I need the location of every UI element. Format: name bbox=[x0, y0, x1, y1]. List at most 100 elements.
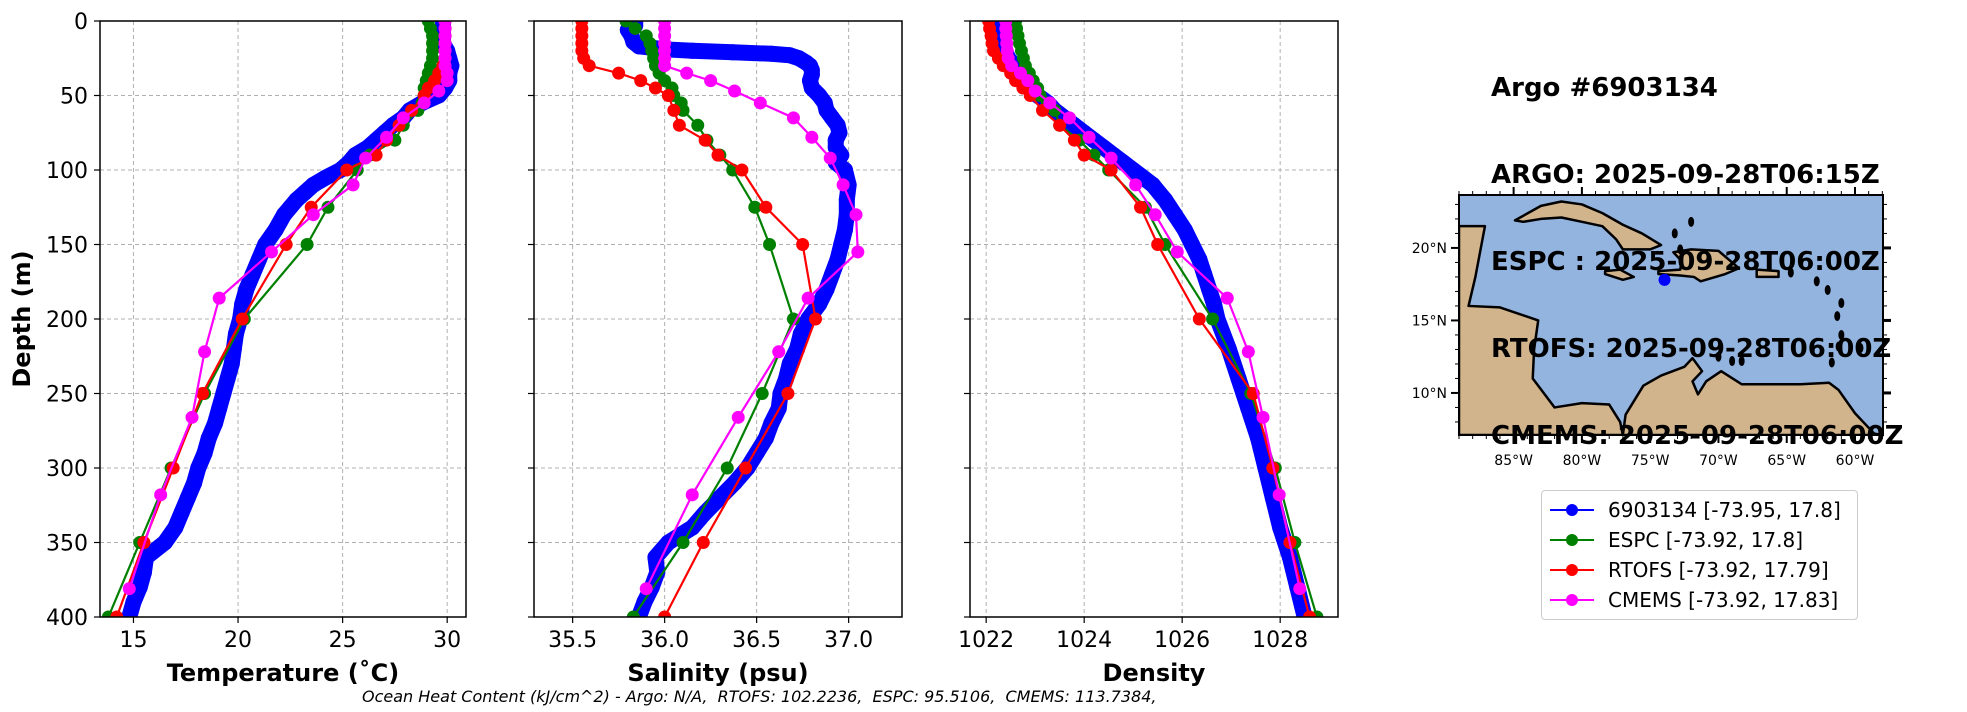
data-point-argo bbox=[1176, 221, 1193, 238]
data-point-argo bbox=[121, 609, 138, 617]
land-cuba bbox=[1513, 200, 1663, 251]
legend-swatch-argo bbox=[1550, 503, 1594, 517]
data-point-rtofs bbox=[634, 74, 648, 88]
data-point-argo bbox=[836, 162, 853, 178]
map-y-tick-label: 15°N bbox=[1412, 313, 1447, 329]
data-point-cmems bbox=[1028, 84, 1042, 98]
data-point-cmems bbox=[432, 84, 446, 98]
data-point-cmems bbox=[1043, 96, 1057, 110]
data-point-cmems bbox=[801, 291, 815, 305]
x-tick-label: 30 bbox=[433, 628, 461, 653]
data-point-rtofs bbox=[582, 59, 596, 73]
y-tick-label: 300 bbox=[46, 457, 88, 482]
data-point-argo bbox=[234, 296, 251, 313]
data-point-cmems bbox=[639, 582, 653, 596]
temperature-series bbox=[101, 21, 460, 617]
map-x-tick-label: 70°W bbox=[1699, 453, 1738, 469]
data-point-argo bbox=[1166, 206, 1183, 223]
island bbox=[1857, 342, 1864, 353]
salinity-panel: 35.5 36.0 36.5 37.0 Salinity (psu) bbox=[528, 0, 903, 687]
data-point-rtofs bbox=[340, 163, 354, 177]
data-point-rtofs bbox=[735, 163, 749, 177]
island bbox=[1834, 311, 1841, 322]
data-point-argo bbox=[1125, 162, 1142, 178]
temperature-x-axis-label: Temperature (˚C) bbox=[167, 659, 400, 687]
island bbox=[1813, 276, 1820, 287]
data-point-espc bbox=[626, 610, 640, 617]
land-hispaniola bbox=[1657, 248, 1741, 283]
data-point-argo bbox=[818, 281, 835, 298]
data-point-cmems bbox=[658, 59, 672, 73]
ohc-footer: Ocean Heat Content (kJ/cm^2) - Argo: N/A… bbox=[362, 687, 1157, 706]
data-point-cmems bbox=[1241, 345, 1255, 359]
data-point-cmems bbox=[680, 66, 694, 80]
data-point-cmems bbox=[1148, 208, 1162, 222]
salinity-axes-frame bbox=[533, 20, 903, 618]
data-point-cmems bbox=[704, 74, 718, 88]
data-point-argo bbox=[167, 519, 184, 536]
data-point-argo bbox=[763, 45, 780, 62]
data-point-argo bbox=[1250, 430, 1267, 447]
legend-swatch-espc bbox=[1550, 533, 1594, 547]
map-frame bbox=[1458, 194, 1884, 436]
data-point-argo bbox=[1201, 281, 1218, 298]
data-point-cmems bbox=[346, 178, 360, 192]
data-point-cmems bbox=[772, 345, 786, 359]
data-point-espc bbox=[720, 461, 734, 475]
data-point-cmems bbox=[380, 130, 394, 144]
x-tick-label: 36.5 bbox=[732, 628, 781, 653]
header-line-espc-time: ESPC : 2025-09-28T06:00Z bbox=[1491, 247, 1880, 277]
data-point-cmems bbox=[417, 96, 431, 110]
data-point-argo bbox=[724, 44, 741, 61]
land-yucatan-central-america bbox=[1459, 224, 1625, 435]
density-axes-frame bbox=[969, 20, 1339, 618]
data-point-cmems bbox=[122, 582, 136, 596]
data-point-argo bbox=[684, 42, 701, 59]
data-point-rtofs bbox=[711, 148, 725, 162]
y-tick-label: 400 bbox=[46, 606, 88, 631]
data-point-cmems bbox=[851, 245, 865, 259]
island bbox=[1828, 357, 1835, 368]
data-point-rtofs bbox=[667, 103, 681, 117]
data-point-argo bbox=[179, 489, 196, 506]
y-tick-label: 100 bbox=[46, 159, 88, 184]
salinity-x-axis-label: Salinity (psu) bbox=[627, 659, 808, 687]
header-line-argo-time: ARGO: 2025-09-28T06:15Z bbox=[1491, 160, 1880, 190]
data-point-argo bbox=[223, 355, 240, 372]
data-point-argo bbox=[1191, 251, 1208, 268]
data-point-espc bbox=[763, 238, 777, 251]
data-point-argo bbox=[200, 430, 217, 447]
x-tick-label: 1028 bbox=[1252, 628, 1308, 653]
data-point-argo bbox=[219, 370, 236, 387]
data-point-argo bbox=[207, 415, 224, 432]
argo-location-marker bbox=[1658, 273, 1671, 286]
data-point-rtofs bbox=[612, 66, 626, 80]
data-point-argo bbox=[789, 340, 806, 357]
data-point-cmems bbox=[1272, 488, 1286, 502]
data-point-rtofs bbox=[616, 0, 629, 7]
data-point-argo bbox=[792, 325, 809, 342]
data-point-cmems bbox=[849, 208, 863, 222]
data-point-espc bbox=[321, 200, 335, 214]
data-point-espc bbox=[748, 200, 762, 214]
map-x-tick-label: 65°W bbox=[1767, 453, 1806, 469]
data-point-argo bbox=[630, 38, 647, 55]
land-puerto-rico bbox=[1755, 268, 1780, 279]
legend-entry-argo: 6903134 [-73.95, 17.8] bbox=[1550, 495, 1849, 525]
header-block: Argo #6903134 ARGO: 2025-09-28T06:15Z ES… bbox=[1491, 16, 1903, 480]
legend-label: ESPC [-73.92, 17.8] bbox=[1608, 528, 1804, 552]
map-land bbox=[1459, 200, 1883, 435]
legend: 6903134 [-73.95, 17.8] ESPC [-73.92, 17.… bbox=[1541, 490, 1858, 620]
data-point-cmems bbox=[1220, 291, 1234, 305]
island bbox=[1787, 267, 1794, 278]
data-point-espc bbox=[300, 238, 314, 251]
data-point-argo bbox=[1206, 296, 1223, 313]
island bbox=[1715, 351, 1722, 362]
legend-label: RTOFS [-73.92, 17.79] bbox=[1608, 558, 1829, 582]
data-point-argo bbox=[1230, 370, 1247, 387]
data-point-rtofs bbox=[110, 610, 124, 617]
data-point-argo bbox=[1144, 176, 1161, 193]
data-point-argo bbox=[244, 266, 261, 283]
data-point-rtofs bbox=[658, 610, 672, 617]
